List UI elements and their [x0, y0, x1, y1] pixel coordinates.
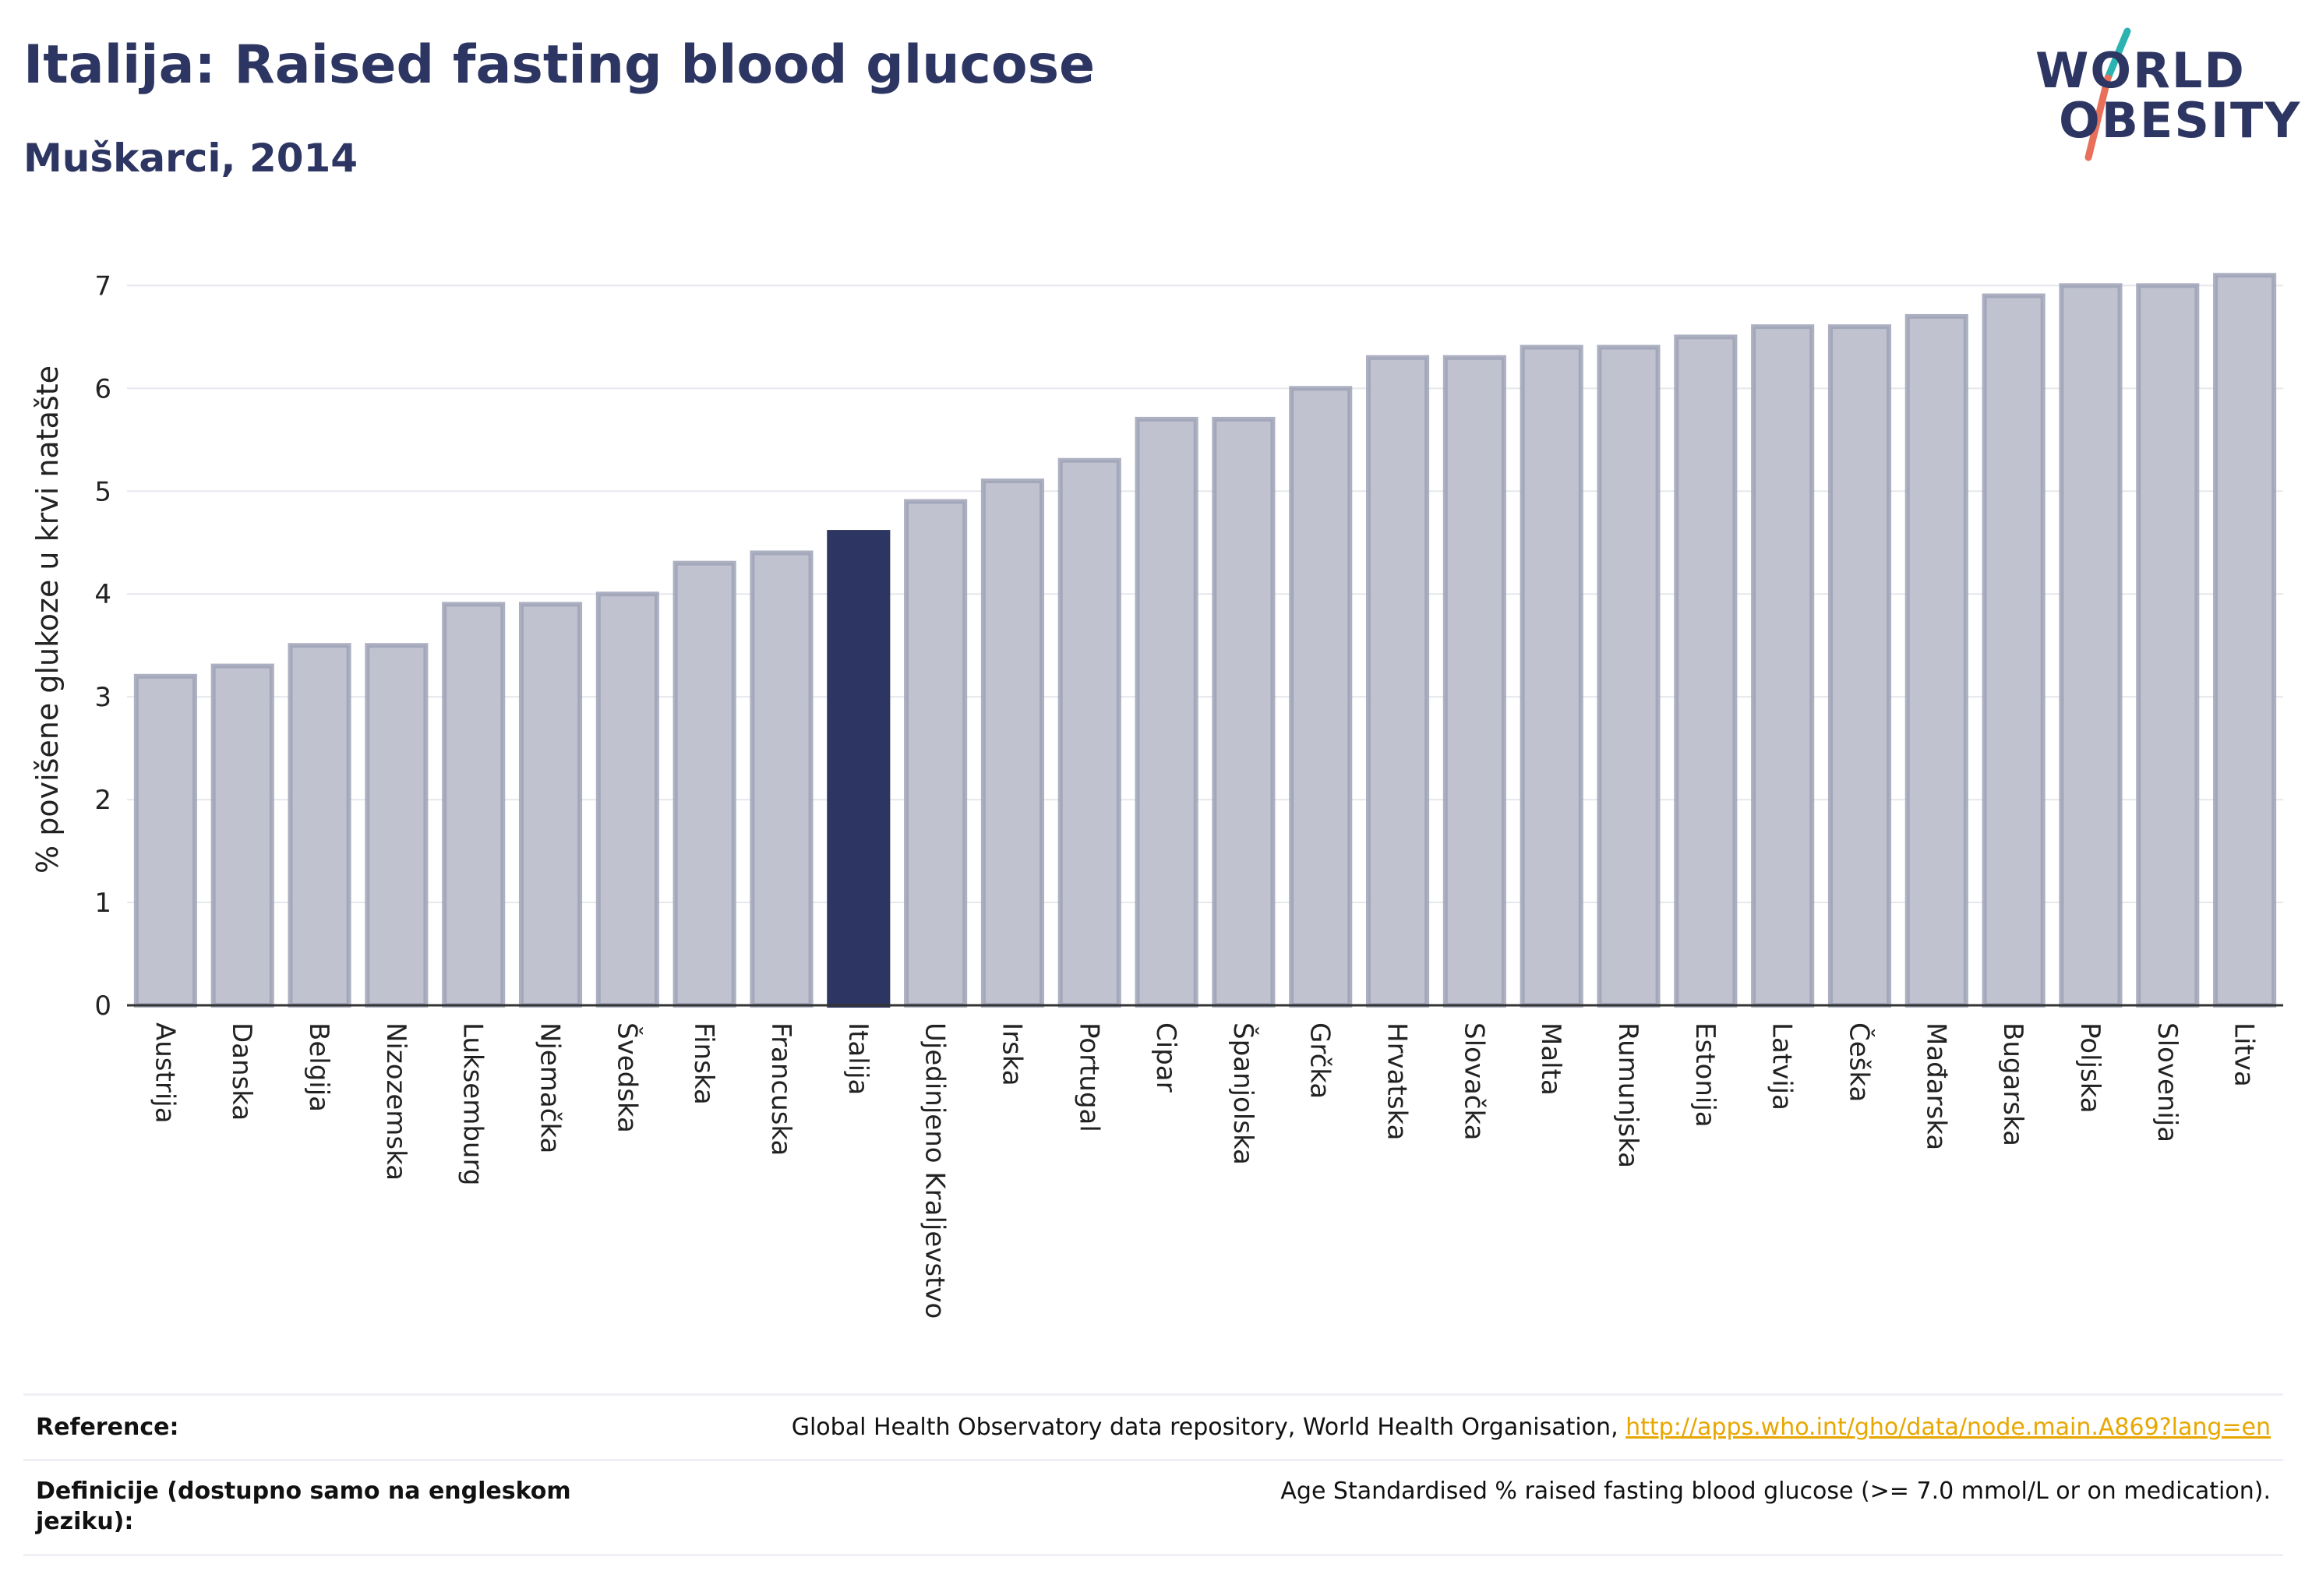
- x-tick-label: Slovačka: [1458, 1022, 1489, 1140]
- bar: [2059, 283, 2123, 1008]
- x-tick-label: Hrvatska: [1382, 1022, 1413, 1140]
- footer-divider-top: [23, 1393, 2283, 1396]
- bar: [672, 560, 736, 1008]
- x-tick-label: Poljska: [2074, 1022, 2106, 1114]
- x-tick-label: Cipar: [1150, 1022, 1181, 1093]
- bar: [750, 550, 814, 1008]
- x-tick-label: Nizozemska: [380, 1022, 411, 1181]
- reference-label: Reference:: [36, 1414, 179, 1441]
- x-tick-label: Grčka: [1304, 1022, 1336, 1099]
- bar: [1057, 457, 1121, 1008]
- page-title: Italija: Raised fasting blood glucose: [23, 34, 1096, 96]
- footer-divider-middle: [23, 1459, 2283, 1461]
- y-tick-label: 1: [94, 888, 111, 919]
- reference-text: Global Health Observatory data repositor…: [791, 1414, 1626, 1441]
- y-axis-title: % povišene glukoze u krvi natašte: [30, 365, 65, 874]
- definition-label-line1: Definicije (dostupno samo na engleskom: [36, 1478, 571, 1505]
- bar: [1212, 416, 1276, 1008]
- y-tick-label: 6: [94, 373, 111, 404]
- x-tick-label: Francuska: [765, 1022, 796, 1156]
- bar: [595, 591, 659, 1008]
- logo-line1: WORLD: [2035, 42, 2246, 99]
- x-tick-label: Danska: [226, 1022, 257, 1121]
- definition-label-line2: jeziku):: [36, 1508, 134, 1535]
- y-tick-label: 7: [94, 270, 111, 302]
- bar: [1751, 324, 1815, 1008]
- reference-link[interactable]: http://apps.who.int/gho/data/node.main.A…: [1626, 1414, 2271, 1441]
- x-tick-label: Austrija: [149, 1022, 180, 1124]
- bar: [1904, 313, 1968, 1008]
- y-tick-label: 5: [94, 476, 111, 507]
- bar: [518, 602, 583, 1008]
- footer-divider-bottom: [23, 1554, 2283, 1556]
- x-tick-label: Španjolska: [1227, 1022, 1259, 1165]
- x-tick-label: Bugarska: [1997, 1022, 2028, 1146]
- bar: [2136, 283, 2200, 1008]
- bar: [1982, 293, 2046, 1008]
- bar: [1674, 334, 1738, 1008]
- logo-slash-icon: [2084, 27, 2131, 161]
- bar: [365, 643, 429, 1008]
- x-tick-label: Malta: [1535, 1022, 1566, 1096]
- x-tick-label: Švedska: [611, 1022, 643, 1133]
- x-tick-label: Estonija: [1689, 1022, 1721, 1128]
- bar: [1366, 355, 1430, 1008]
- logo-line2: OBESITY: [2059, 92, 2302, 149]
- bar: [210, 663, 274, 1008]
- x-tick-label: Latvija: [1767, 1022, 1798, 1110]
- y-tick-label: 0: [94, 990, 111, 1022]
- bar: [133, 673, 197, 1008]
- x-tick-label: Rumunjska: [1612, 1022, 1643, 1168]
- bar: [904, 499, 968, 1008]
- bar: [2213, 273, 2277, 1008]
- bar: [1520, 344, 1583, 1008]
- definition-label: Definicije (dostupno samo na engleskom j…: [36, 1478, 571, 1535]
- bar: [442, 602, 506, 1008]
- reference-value: Global Health Observatory data repositor…: [792, 1414, 2271, 1441]
- world-obesity-logo: WORLD OBESITY: [2034, 23, 2300, 164]
- bar-highlight: [827, 530, 891, 1008]
- x-tick-label: Mađarska: [1920, 1022, 1951, 1150]
- bar: [288, 643, 351, 1008]
- bar: [980, 478, 1044, 1008]
- bar: [1827, 324, 1892, 1008]
- bar: [1597, 344, 1661, 1008]
- x-tick-label: Portugal: [1073, 1022, 1104, 1132]
- x-tick-label: Slovenija: [2151, 1022, 2183, 1142]
- x-tick-label: Njemačka: [535, 1022, 566, 1153]
- bar: [1442, 355, 1506, 1008]
- x-tick-label: Češka: [1843, 1022, 1875, 1102]
- page-subtitle: Muškarci, 2014: [23, 136, 358, 181]
- x-tick-label: Italija: [842, 1022, 874, 1095]
- x-tick-label: Luksemburg: [457, 1022, 489, 1185]
- x-tick-label: Irska: [996, 1022, 1027, 1086]
- x-tick-label: Belgija: [303, 1022, 334, 1112]
- y-tick-label: 3: [94, 682, 111, 713]
- y-tick-label: 4: [94, 579, 111, 610]
- x-tick-label: Ujedinjeno Kraljevstvo: [920, 1022, 951, 1319]
- reference-row: Reference: Global Health Observatory dat…: [23, 1414, 2283, 1460]
- x-tick-label: Finska: [688, 1022, 719, 1105]
- bar: [1135, 416, 1198, 1008]
- bar-chart: 0 1 2 3 4 5 6 7 % povišene glukoze u krvi natašt…: [30, 270, 2283, 1319]
- definition-row: Definicije (dostupno samo na engleskom j…: [23, 1478, 2283, 1548]
- x-tick-label: Litva: [2229, 1022, 2260, 1087]
- bar: [1289, 386, 1353, 1008]
- y-tick-label: 2: [94, 785, 111, 816]
- definition-text: Age Standardised % raised fasting blood …: [1280, 1478, 2271, 1505]
